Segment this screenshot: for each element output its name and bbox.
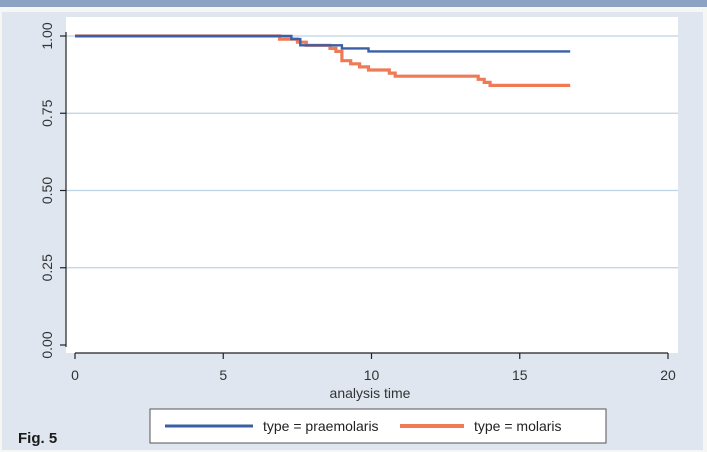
y-tick-label-3: 0.75 [39,99,55,126]
legend-label-molaris: type = molaris [474,418,562,434]
y-tick-label-0: 0.00 [39,331,55,358]
legend: type = praemolaris type = molaris [149,408,607,444]
legend-box [149,408,607,444]
x-tick-label-3: 15 [512,367,528,383]
series-line-molaris [75,34,571,87]
x-tick-label-1: 5 [219,367,227,383]
axes: 0.00 0.25 0.50 0.75 1.00 0 5 10 15 20 [39,22,676,383]
x-tick-label-4: 20 [660,367,676,383]
legend-label-praemolaris: type = praemolaris [263,418,379,434]
x-tick-label-0: 0 [71,367,79,383]
y-tick-label-4: 1.00 [39,22,55,49]
series-line-praemolaris [75,34,571,53]
top-rule [0,0,707,7]
figure-label: Fig. 5 [18,430,57,447]
y-tick-label-1: 0.25 [39,254,55,281]
y-tick-label-2: 0.50 [39,177,55,204]
series-lines [75,34,571,87]
x-tick-label-2: 10 [364,367,380,383]
x-axis-title: analysis time [330,385,411,401]
plot-area [66,17,678,353]
